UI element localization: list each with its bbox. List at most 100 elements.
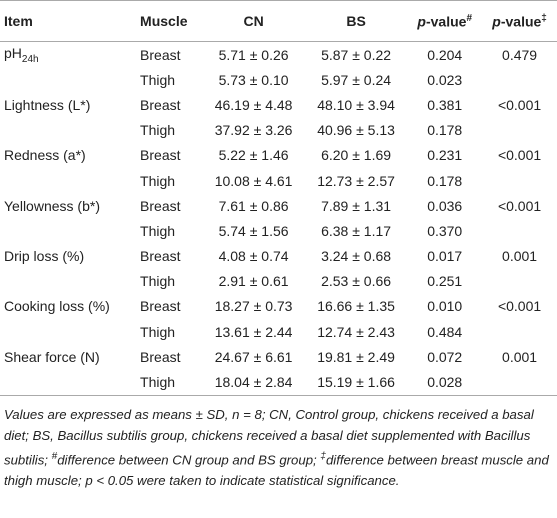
column-header: CN (202, 0, 305, 42)
muscle-cell: Thigh (136, 369, 203, 396)
value-cell: 0.479 (502, 46, 538, 63)
value-cell: 2.53 ± 0.66 (321, 273, 392, 290)
table-row: Thigh 13.61 ± 2.44 12.74 ± 2.43 0.484 (0, 319, 557, 344)
item-cell: Yellowness (b*) (0, 193, 136, 218)
muscle-cell: Thigh (140, 222, 176, 239)
value-cell: 13.61 ± 2.44 (214, 323, 293, 340)
value-cell (482, 319, 557, 344)
item-cell (0, 218, 136, 243)
item-cell (0, 168, 136, 193)
header-row: Item Muscle CN BS p-value# p-value‡ (0, 0, 557, 42)
text: difference between CN group and BS group… (57, 452, 321, 468)
value-cell: 0.178 (427, 122, 463, 139)
muscle-cell: Thigh (140, 71, 176, 88)
value-cell: <0.001 (497, 147, 542, 164)
value-cell (482, 118, 557, 143)
table-row: Thigh 2.91 ± 0.61 2.53 ± 0.66 0.251 (0, 269, 557, 294)
value-cell: 0.010 (427, 298, 463, 315)
superscript: ‡ (541, 12, 547, 24)
muscle-cell: Breast (140, 46, 181, 63)
data-table: Item Muscle CN BS p-value# p-value‡ pH24h Brea… (0, 0, 557, 396)
value-cell: 15.19 ± 1.66 (304, 369, 408, 396)
value-cell: 40.96 ± 5.13 (317, 122, 395, 139)
table-row: Thigh 10.08 ± 4.61 12.73 ± 2.57 0.178 (0, 168, 557, 193)
text: pH (4, 44, 22, 61)
table-row: pH24h Breast 5.71 ± 0.26 5.87 ± 0.22 0.204 0.… (0, 42, 557, 68)
muscle-cell: Thigh (140, 122, 176, 139)
item-cell: Redness (a*) (0, 143, 136, 168)
value-cell (482, 369, 557, 396)
value-cell: 0.204 (427, 46, 463, 63)
muscle-cell: Thigh (140, 323, 176, 340)
value-cell: 12.74 ± 2.43 (317, 323, 395, 340)
muscle-cell: Thigh (140, 273, 176, 290)
muscle-cell: Breast (140, 348, 181, 365)
value-cell: 0.028 (407, 369, 483, 396)
value-cell: 0.370 (427, 222, 463, 239)
value-cell: 3.24 ± 0.68 (321, 248, 392, 265)
muscle-cell: Breast (140, 147, 181, 164)
item-cell (0, 67, 136, 92)
muscle-cell: Breast (140, 197, 181, 214)
value-cell: 0.178 (427, 172, 463, 189)
value-cell: 48.10 ± 3.94 (317, 96, 395, 113)
value-cell: 7.61 ± 0.86 (218, 197, 289, 214)
value-cell: 5.87 ± 0.22 (321, 46, 392, 63)
text: Cooking loss (%) (4, 298, 110, 315)
text: Yellowness (b*) (4, 197, 100, 214)
italic-text: p (492, 13, 501, 30)
value-cell: 0.017 (427, 248, 463, 265)
value-cell: 16.66 ± 1.35 (317, 298, 395, 315)
italic-text: p (417, 13, 426, 30)
table-row: Thigh 37.92 ± 3.26 40.96 ± 5.13 0.178 (0, 118, 557, 143)
text: Drip loss (%) (4, 248, 85, 265)
table-row: Thigh 5.73 ± 0.10 5.97 ± 0.24 0.023 (0, 67, 557, 92)
value-cell: <0.001 (497, 197, 542, 214)
column-header: Muscle (136, 0, 203, 42)
column-header: Item (0, 0, 137, 42)
value-cell: 18.27 ± 0.73 (214, 298, 293, 315)
item-cell: Shear force (N) (0, 344, 136, 369)
item-cell (0, 118, 136, 143)
value-cell: <0.001 (497, 298, 542, 315)
value-cell: 18.04 ± 2.84 (202, 369, 305, 396)
value-cell: 5.74 ± 1.56 (218, 222, 289, 239)
muscle-cell: Breast (140, 248, 181, 265)
column-header: p-value# (407, 0, 483, 42)
value-cell: 0.023 (427, 71, 463, 88)
superscript: ‡ (320, 450, 326, 462)
value-cell: 0.001 (502, 348, 538, 365)
value-cell: 24.67 ± 6.61 (214, 348, 293, 365)
value-cell: 2.91 ± 0.61 (218, 273, 289, 290)
table-row: Lightness (L*) Breast 46.19 ± 4.48 48.10 ± … (0, 92, 557, 117)
value-cell: 0.001 (502, 248, 538, 265)
column-header: BS (304, 0, 408, 42)
item-cell (0, 269, 136, 294)
value-cell: 5.71 ± 0.26 (218, 46, 289, 63)
value-cell: 5.73 ± 0.10 (218, 71, 289, 88)
muscle-cell: Thigh (140, 172, 176, 189)
muscle-cell: Breast (140, 96, 181, 113)
value-cell: 5.97 ± 0.24 (321, 71, 392, 88)
superscript: # (51, 450, 58, 462)
value-cell (482, 67, 557, 92)
item-cell (0, 319, 136, 344)
text: Shear force (N) (4, 348, 100, 365)
table-row: Shear force (N) Breast 24.67 ± 6.61 19.81 ±… (0, 344, 557, 369)
value-cell: 4.08 ± 0.74 (218, 248, 289, 265)
text: -value (425, 13, 467, 30)
value-cell: 12.73 ± 2.57 (317, 172, 395, 189)
table-row: Cooking loss (%) Breast 18.27 ± 0.73 16.66 … (0, 294, 557, 319)
text: Lightness (L*) (4, 96, 91, 113)
text: Redness (a*) (4, 147, 86, 164)
value-cell: 0.251 (427, 273, 463, 290)
muscle-cell: Breast (140, 298, 181, 315)
item-cell: Drip loss (%) (0, 244, 136, 269)
value-cell: 6.20 ± 1.69 (321, 147, 392, 164)
value-cell (482, 218, 557, 243)
superscript: # (466, 12, 473, 24)
text: -value (500, 13, 542, 30)
table-row: Drip loss (%) Breast 4.08 ± 0.74 3.24 ± 0.6… (0, 244, 557, 269)
value-cell (482, 168, 557, 193)
